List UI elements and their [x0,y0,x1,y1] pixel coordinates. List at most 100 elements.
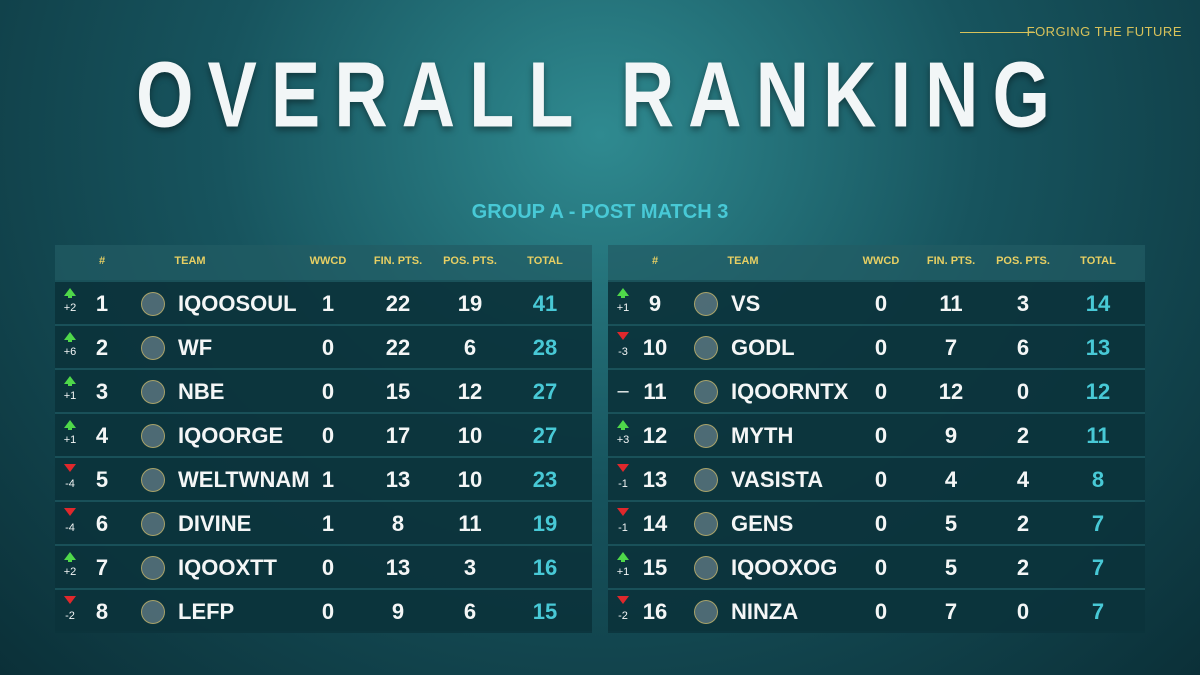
total: 27 [532,379,558,404]
rank-change: +1 [616,302,630,314]
team-row: +3 12 MYTH 0 9 2 11 [608,412,1145,457]
team-row: -4 6 DIVINE 1 8 11 19 [55,500,592,545]
wwcd: 0 [321,379,335,404]
change-arrow [64,508,76,516]
team-name: NINZA [731,599,799,624]
pos-pts: 3 [1016,291,1030,316]
fin-pts: 7 [944,335,958,360]
wwcd: 0 [321,555,335,580]
wwcd: 1 [321,511,335,536]
team-row: -2 8 LEFP 0 9 6 15 [55,588,592,633]
total: 16 [532,555,558,580]
pos-pts: 0 [1016,379,1030,404]
change-arrow [64,552,76,562]
pos-pts: 3 [463,555,477,580]
column-header: # [651,255,659,267]
fin-pts: 17 [385,423,411,448]
arrow-shape [617,596,629,604]
arrow-shape [64,552,76,562]
column-header: WWCD [862,255,900,267]
table-panel: # TEAM WWCD FIN. PTS. POS. PTS. TOTAL +2 1 IQOOS… [55,245,592,633]
header-row: # TEAM WWCD FIN. PTS. POS. PTS. TOTAL [55,245,592,280]
arrow-shape [617,288,629,298]
pos-pts: 6 [463,599,477,624]
column-header: # [98,255,106,267]
pos-pts: 11 [458,511,482,536]
wwcd: 0 [874,555,888,580]
team-logo [694,336,718,360]
wwcd: 0 [874,335,888,360]
rank-change: +3 [616,434,630,446]
tagline: FORGING THE FUTURE [1026,24,1182,39]
team-name: VS [731,291,761,316]
wwcd: 0 [321,335,335,360]
subtitle: GROUP A - POST MATCH 3 [471,201,729,223]
team-name: WF [178,335,213,360]
total: 15 [532,599,558,624]
arrow-shape [64,420,76,430]
change-arrow [617,596,629,604]
rank: 11 [643,379,667,404]
total: 8 [1091,467,1105,492]
title: OVERALL RANKING [135,42,1065,147]
pos-pts: 2 [1016,511,1030,536]
fin-pts: 8 [391,511,405,536]
team-row: -1 14 GENS 0 5 2 7 [608,500,1145,545]
arrow-shape [64,288,76,298]
arrow-shape [64,332,76,342]
team-logo [141,600,165,624]
total: 7 [1091,511,1105,536]
table-panel: # TEAM WWCD FIN. PTS. POS. PTS. TOTAL +1 9 VS 0 11… [608,245,1145,633]
total: 23 [532,467,558,492]
rank: 9 [648,291,662,316]
team-logo [141,512,165,536]
team-row: +2 7 IQOOXTT 0 13 3 16 [55,544,592,589]
total: 27 [532,423,558,448]
fin-pts: 9 [391,599,405,624]
wwcd: 0 [321,423,335,448]
wwcd: 0 [874,467,888,492]
fin-pts: 15 [385,379,411,404]
team-logo [694,600,718,624]
column-header: TOTAL [527,255,563,267]
rank-change: -1 [618,522,628,534]
team-row: +1 15 IQOOXOG 0 5 2 7 [608,544,1145,589]
rank: 5 [95,467,109,492]
team-row: +1 3 NBE 0 15 12 27 [55,368,592,413]
pos-pts: 2 [1016,423,1030,448]
fin-pts: 5 [944,555,958,580]
wwcd: 0 [874,423,888,448]
change-arrow [64,596,76,604]
change-arrow [64,288,76,298]
team-logo [694,380,718,404]
rank-change: -2 [65,610,75,622]
change-arrow [64,376,76,386]
rank-change: +2 [63,566,77,578]
wwcd: 0 [874,599,888,624]
change-arrow [64,332,76,342]
rank: 4 [95,423,109,448]
arrow-shape [617,420,629,430]
column-header: POS. PTS. [443,255,497,267]
arrow-shape [64,376,76,386]
rank-change: -1 [618,478,628,490]
rank-change: +2 [63,302,77,314]
fin-pts: 5 [944,511,958,536]
team-logo [141,556,165,580]
total: 7 [1091,555,1105,580]
team-name: IQOORGE [178,423,284,448]
team-logo [694,556,718,580]
rank-change: +1 [616,566,630,578]
fin-pts: 9 [944,423,958,448]
arrow-shape [64,464,76,472]
wwcd: 0 [874,291,888,316]
rank-change: +6 [63,346,77,358]
team-name: IQOORNTX [731,379,849,404]
rank: 16 [642,599,668,624]
change-arrow [64,420,76,430]
team-logo [141,292,165,316]
arrow-shape [64,596,76,604]
change-arrow [617,420,629,430]
rank-change: +1 [63,434,77,446]
